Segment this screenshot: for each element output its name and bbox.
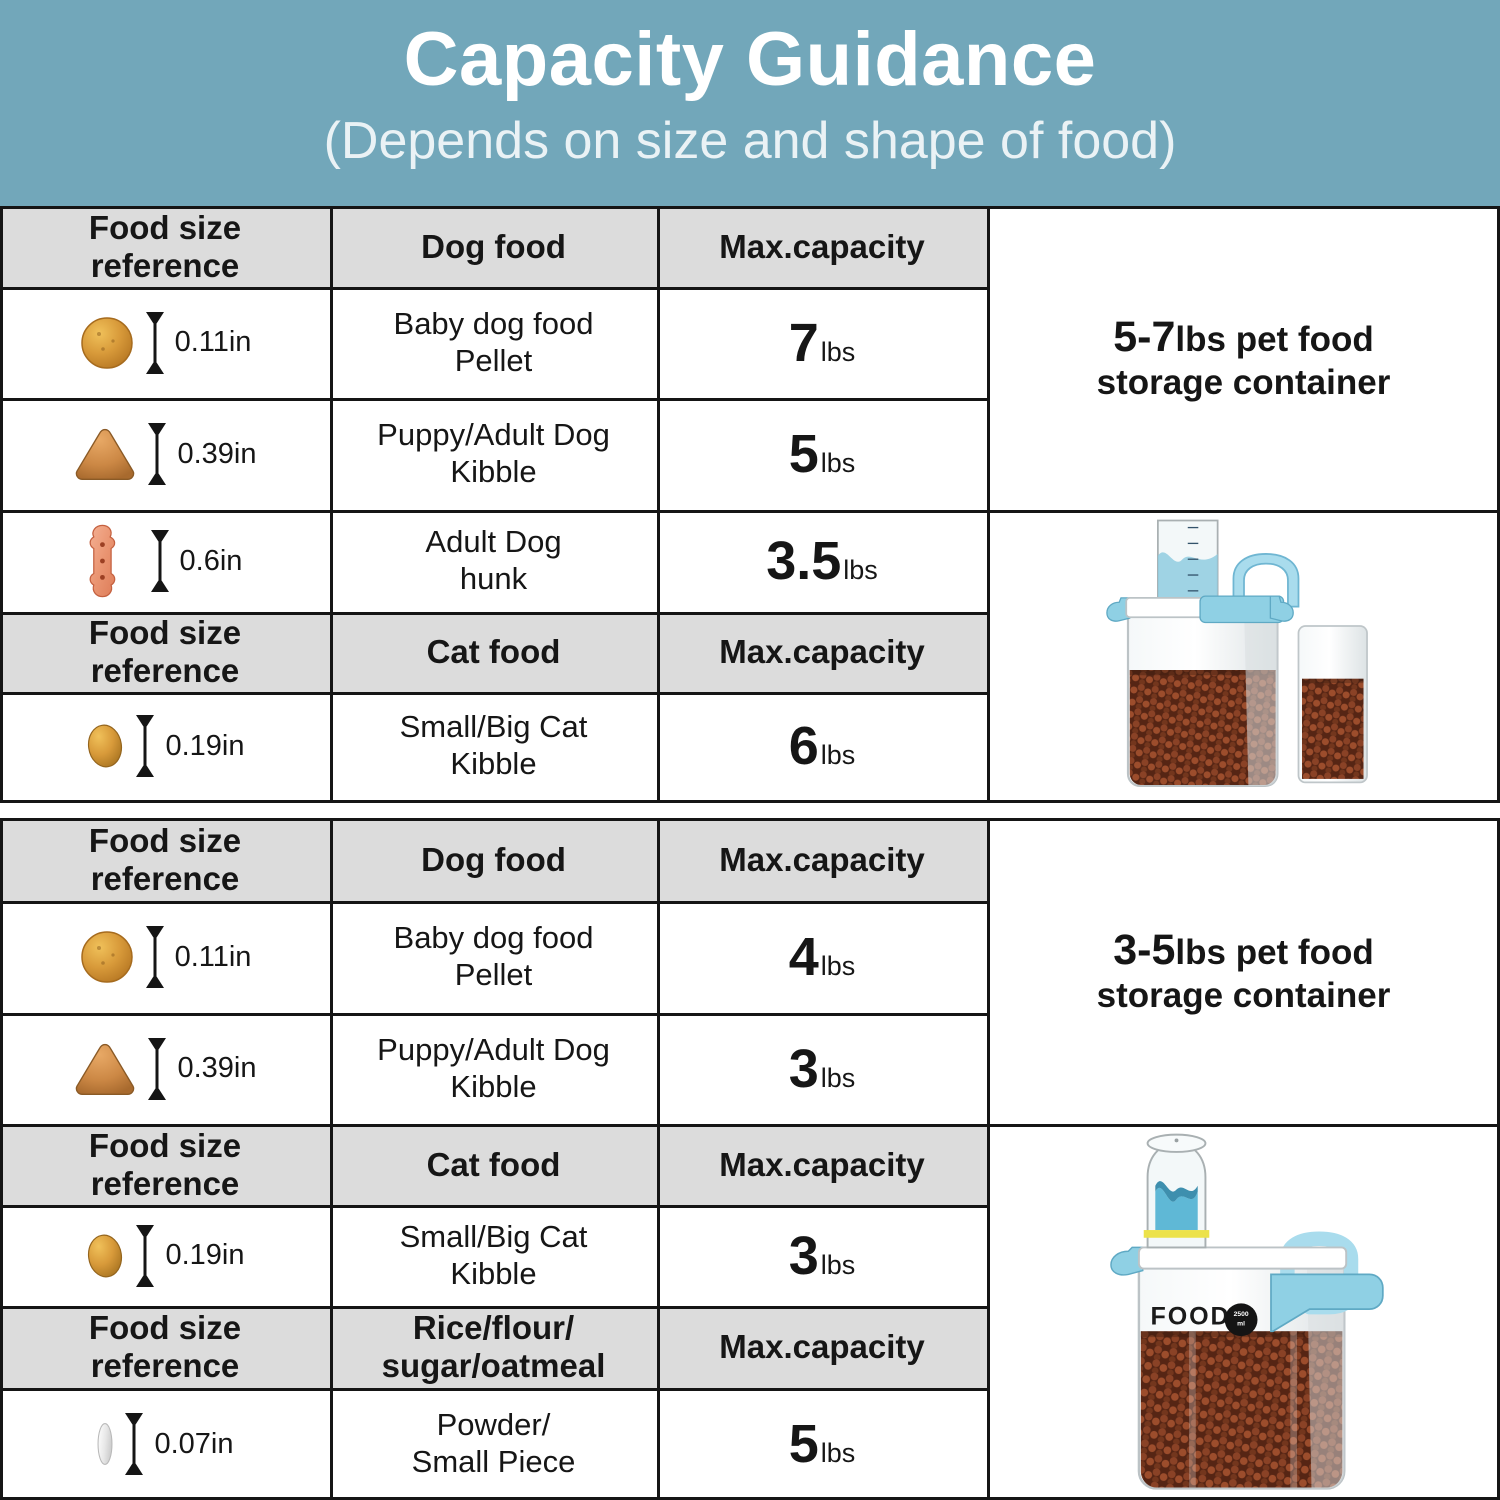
svg-text:2500: 2500 bbox=[1233, 1311, 1248, 1318]
svg-text:FOOD: FOOD bbox=[1150, 1303, 1230, 1331]
svg-text:ml: ml bbox=[1237, 1320, 1245, 1327]
